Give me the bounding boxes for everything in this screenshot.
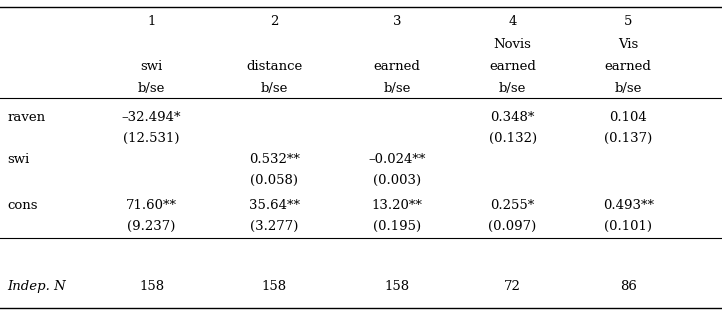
Text: (0.132): (0.132) [489, 132, 536, 145]
Text: earned: earned [490, 60, 536, 73]
Text: Vis: Vis [618, 37, 638, 51]
Text: swi: swi [141, 60, 162, 73]
Text: b/se: b/se [499, 82, 526, 95]
Text: 35.64**: 35.64** [249, 199, 300, 212]
Text: (0.003): (0.003) [373, 174, 421, 187]
Text: 5: 5 [624, 15, 632, 28]
Text: (0.137): (0.137) [604, 132, 652, 145]
Text: Indep. N: Indep. N [7, 280, 66, 293]
Text: 4: 4 [508, 15, 517, 28]
Text: 2: 2 [270, 15, 279, 28]
Text: (12.531): (12.531) [123, 132, 180, 145]
Text: 13.20**: 13.20** [372, 199, 422, 212]
Text: –32.494*: –32.494* [122, 111, 181, 124]
Text: 86: 86 [619, 280, 637, 293]
Text: 0.532**: 0.532** [249, 153, 300, 166]
Text: 0.493**: 0.493** [603, 199, 653, 212]
Text: raven: raven [7, 111, 45, 124]
Text: 0.255*: 0.255* [490, 199, 535, 212]
Text: 71.60**: 71.60** [126, 199, 177, 212]
Text: 0.104: 0.104 [609, 111, 647, 124]
Text: b/se: b/se [383, 82, 411, 95]
Text: 158: 158 [385, 280, 409, 293]
Text: 158: 158 [139, 280, 164, 293]
Text: (0.097): (0.097) [489, 220, 536, 233]
Text: 0.348*: 0.348* [490, 111, 535, 124]
Text: b/se: b/se [261, 82, 288, 95]
Text: earned: earned [605, 60, 651, 73]
Text: (0.101): (0.101) [604, 220, 652, 233]
Text: (9.237): (9.237) [127, 220, 176, 233]
Text: 72: 72 [504, 280, 521, 293]
Text: –0.024**: –0.024** [368, 153, 426, 166]
Text: (0.058): (0.058) [251, 174, 298, 187]
Text: Novis: Novis [494, 37, 531, 51]
Text: swi: swi [7, 153, 30, 166]
Text: (3.277): (3.277) [250, 220, 299, 233]
Text: distance: distance [246, 60, 303, 73]
Text: b/se: b/se [614, 82, 642, 95]
Text: 3: 3 [393, 15, 401, 28]
Text: 1: 1 [147, 15, 156, 28]
Text: (0.195): (0.195) [373, 220, 421, 233]
Text: earned: earned [374, 60, 420, 73]
Text: 158: 158 [262, 280, 287, 293]
Text: cons: cons [7, 199, 38, 212]
Text: b/se: b/se [138, 82, 165, 95]
